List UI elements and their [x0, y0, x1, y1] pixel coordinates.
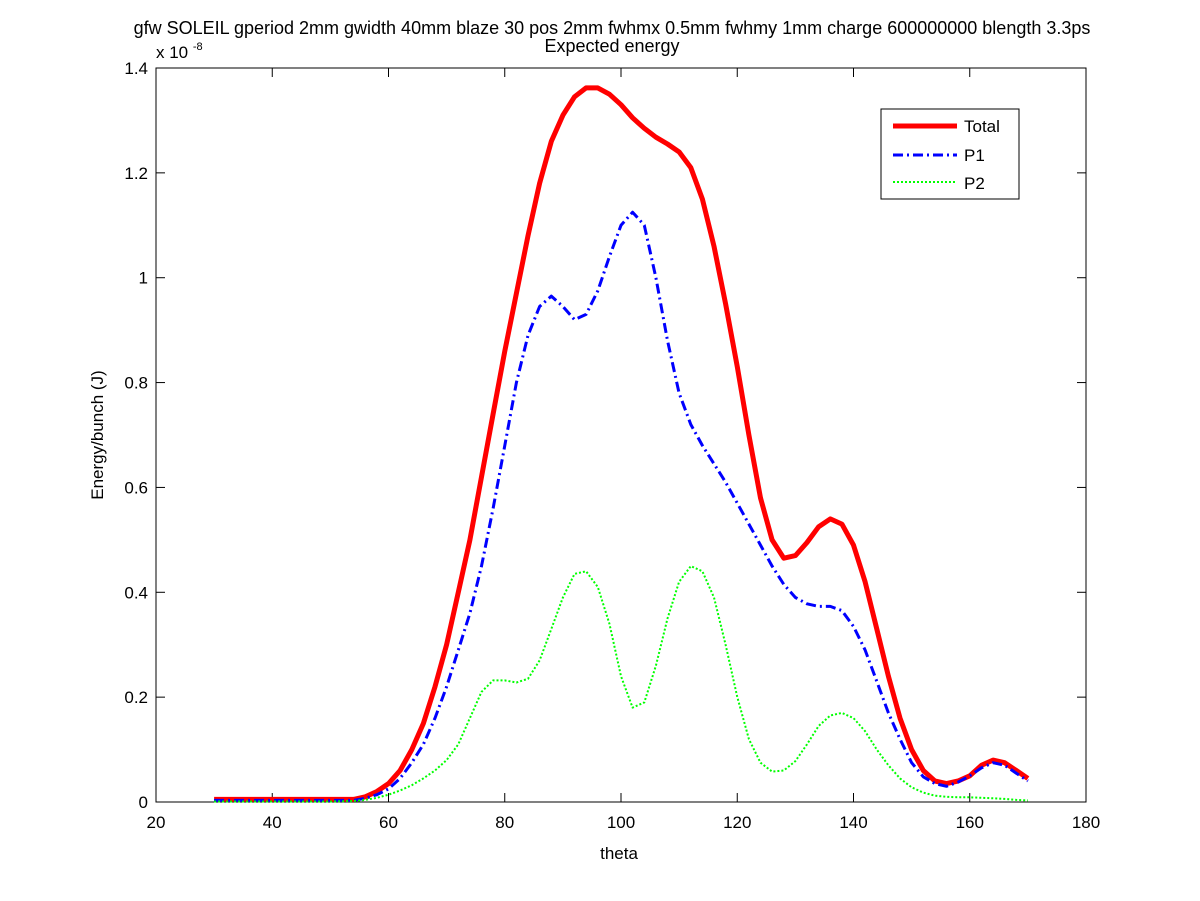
legend-label-p2: P2: [964, 174, 985, 193]
y-exponent-label: x 10 -8: [156, 41, 203, 62]
y-exponent-power: -8: [193, 41, 203, 53]
y-tick-label: 0.2: [124, 688, 148, 707]
y-tick-label: 0.6: [124, 478, 148, 497]
x-tick-label: 140: [839, 813, 867, 832]
y-tick-label: 0.8: [124, 374, 148, 393]
series-line-p1: [214, 210, 1029, 802]
x-tick-label: 160: [956, 813, 984, 832]
x-tick-label: 40: [263, 813, 282, 832]
legend-label-total: Total: [964, 117, 1000, 136]
y-exponent-base: x 10: [156, 43, 188, 62]
y-tick-label: 0: [139, 793, 148, 812]
x-tick-label: 20: [147, 813, 166, 832]
chart-title: gfw SOLEIL gperiod 2mm gwidth 40mm blaze…: [134, 18, 1091, 38]
x-tick-label: 100: [607, 813, 635, 832]
x-tick-label: 120: [723, 813, 751, 832]
x-tick-label: 180: [1072, 813, 1100, 832]
x-axis-label: theta: [600, 844, 638, 863]
y-tick-label: 0.4: [124, 583, 148, 602]
y-tick-label: 1: [139, 269, 148, 288]
series-layer: [214, 85, 1030, 803]
chart-subtitle: Expected energy: [544, 36, 679, 56]
series-line-total: [214, 85, 1030, 802]
y-axis-label: Energy/bunch (J): [88, 370, 107, 499]
x-tick-label: 60: [379, 813, 398, 832]
series-line-p2: [214, 565, 1028, 803]
axes: 20 40 60 80 100 120 140 160 180 0 0.2 0.4 0.6 0.8 1 1.2…: [124, 59, 1100, 832]
y-tick-label: 1.2: [124, 164, 148, 183]
y-tick-label: 1.4: [124, 59, 148, 78]
x-tick-label: 80: [495, 813, 514, 832]
legend: Total P1 P2: [880, 108, 1020, 200]
legend-label-p1: P1: [964, 146, 985, 165]
